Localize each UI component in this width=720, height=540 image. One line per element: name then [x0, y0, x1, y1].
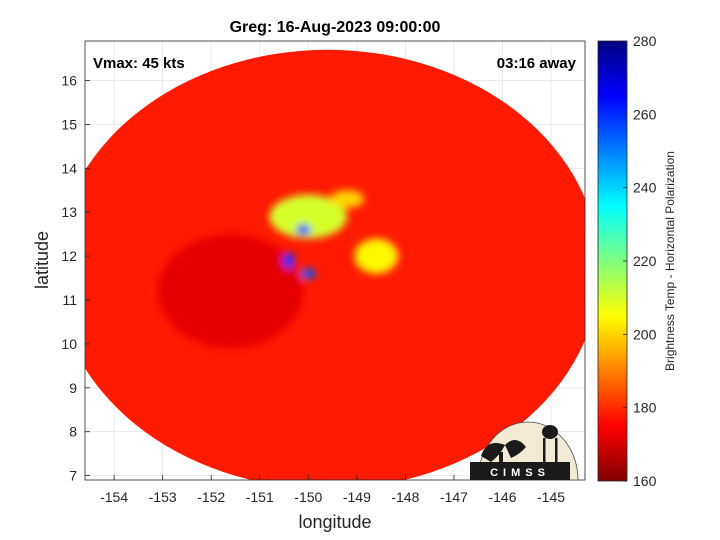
colorbar-tick-label: 280 [633, 33, 657, 49]
colorbar-tick-label: 260 [633, 106, 657, 122]
colorbar-tick-label: 200 [633, 326, 657, 342]
x-tick-label: -150 [294, 489, 322, 505]
feature-cluster-ne [330, 190, 365, 208]
y-tick-label: 8 [69, 424, 77, 440]
cimss-logo: CIMSS [470, 421, 579, 481]
y-tick-label: 11 [62, 292, 77, 308]
colorbar-ticks: 160 180 200 220 240 260 280 [623, 33, 657, 489]
y-tick-label: 9 [69, 380, 77, 396]
chart-title: Greg: 16-Aug-2023 09:00:00 [230, 19, 441, 36]
swath-disc [85, 49, 585, 480]
colorbar-tick-label: 240 [633, 180, 657, 196]
y-axis-ticks: 7 8 9 10 11 12 13 14 15 16 [61, 73, 90, 484]
colorbar-tick-label: 180 [633, 400, 657, 416]
feature-core-center [283, 252, 295, 269]
x-tick-label: -154 [100, 489, 128, 505]
y-tick-label: 16 [61, 73, 77, 89]
feature-north-cluster [269, 194, 348, 239]
y-tick-label: 14 [61, 160, 77, 176]
x-axis-ticks: -154 -153 -152 -151 -150 -149 -148 -147 -146 -145 [100, 475, 565, 505]
x-tick-label: -148 [391, 489, 419, 505]
plot-area: -154 -153 -152 -151 -150 -149 -148 -147 -146 -145… [61, 40, 586, 505]
y-tick-label: 13 [61, 204, 77, 220]
feature-core-north [296, 224, 311, 236]
logo-dish-icon [481, 443, 505, 462]
logo-dish-stand [499, 452, 503, 464]
logo-tower-leg-left [543, 438, 546, 464]
y-tick-label: 12 [61, 248, 77, 264]
y-tick-label: 7 [69, 468, 77, 484]
vmax-annotation: Vmax: 45 kts [93, 55, 185, 72]
feature-dark-band [157, 234, 304, 349]
colorbar-tick-label: 220 [633, 253, 657, 269]
logo-dish-2-icon [505, 439, 526, 458]
y-axis-label: latitude [32, 231, 52, 289]
colorbar-tick-label: 160 [633, 473, 657, 489]
swath-image [85, 49, 585, 480]
x-tick-label: -146 [488, 489, 516, 505]
x-tick-label: -149 [343, 489, 371, 505]
x-tick-label: -152 [197, 489, 225, 505]
logo-tower-tank-icon [542, 425, 558, 439]
colorbar-label: Brightness Temp - Horizontal Polarizatio… [663, 151, 677, 371]
x-tick-label: -153 [149, 489, 177, 505]
y-tick-label: 10 [61, 336, 77, 352]
time-away-annotation: 03:16 away [497, 55, 577, 72]
y-tick-label: 15 [61, 116, 77, 132]
plot-frame [84, 40, 586, 481]
logo-tower-leg-right [555, 438, 558, 464]
colorbar-gradient [597, 40, 628, 482]
logo-building [470, 462, 570, 480]
x-tick-label: -147 [440, 489, 468, 505]
x-tick-label: -145 [537, 489, 565, 505]
x-tick-label: -151 [246, 489, 274, 505]
logo-text: CIMSS [490, 467, 550, 479]
colorbar: 160 180 200 220 240 260 280 Brightness Temp - … [597, 33, 677, 489]
x-axis-label: longitude [298, 512, 371, 532]
feature-core-south [301, 268, 316, 279]
feature-east-patch [354, 238, 399, 274]
swath-features [157, 190, 399, 349]
